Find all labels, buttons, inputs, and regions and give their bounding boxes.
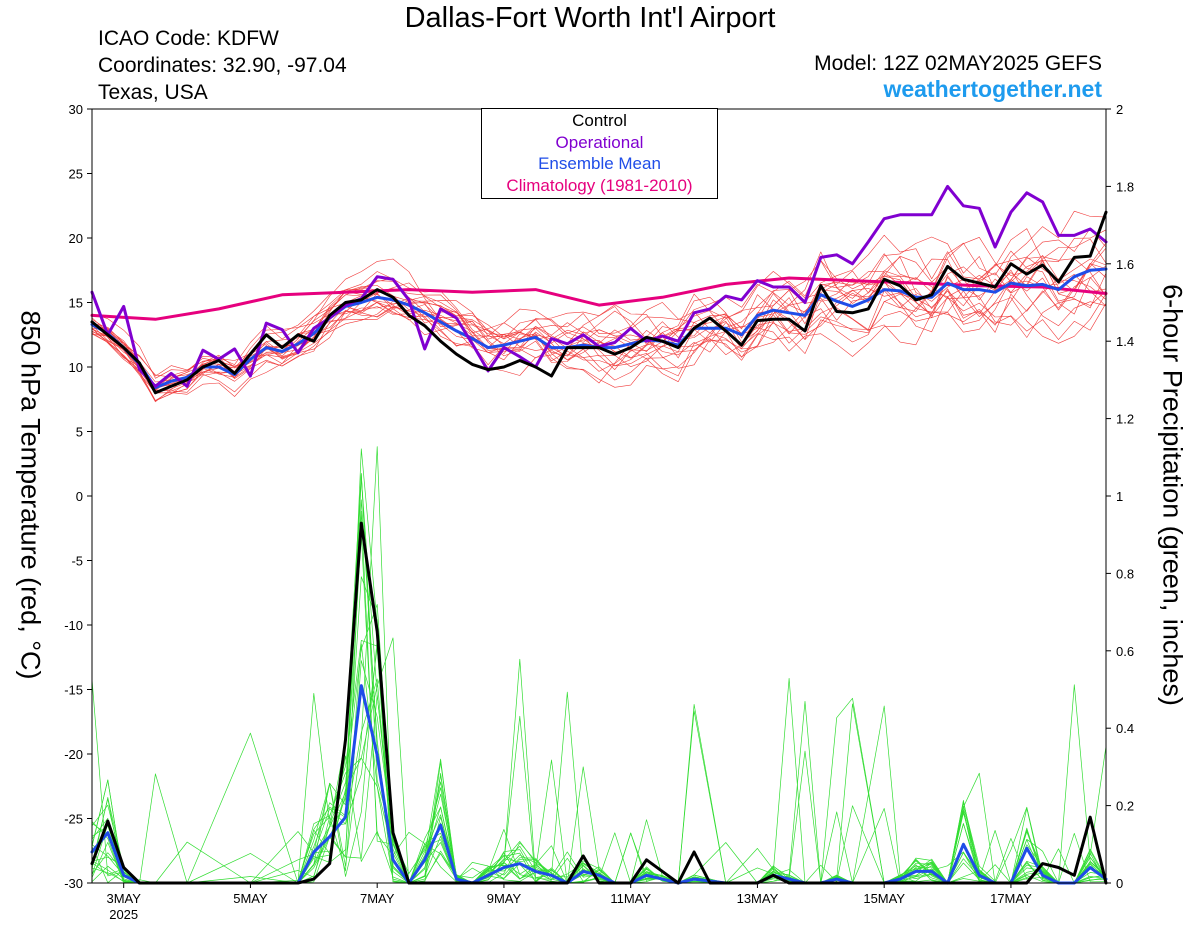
y-tick-label-right: 1.2	[1116, 412, 1134, 427]
y-tick-label-right: 0	[1116, 876, 1123, 891]
x-tick-label: 15MAY	[863, 891, 905, 906]
icao-code: ICAO Code: KDFW	[98, 27, 279, 50]
plot-frame	[91, 108, 1107, 884]
y-tick-label-left: -20	[64, 747, 83, 762]
coordinates: Coordinates: 32.90, -97.04	[98, 54, 347, 77]
x-tick-label: 13MAY	[737, 891, 779, 906]
y-tick-label-right: 0.6	[1116, 644, 1134, 659]
y-tick-label-left: 0	[76, 489, 83, 504]
y-tick-label-right: 1.6	[1116, 257, 1134, 272]
y-tick-label-right: 1.8	[1116, 179, 1134, 194]
y-tick-label-left: 30	[69, 102, 83, 117]
y-tick-label-left: 20	[69, 231, 83, 246]
region: Texas, USA	[98, 81, 208, 104]
y-axis-label-right: 6-hour Precipitation (green, inches)	[1157, 284, 1188, 706]
x-tick-label: 5MAY	[233, 891, 268, 906]
site-link[interactable]: weathertogether.net	[883, 76, 1102, 102]
legend-climatology: Climatology (1981-2010)	[506, 175, 693, 195]
x-tick-label: 17MAY	[990, 891, 1032, 906]
y-tick-label-left: -30	[64, 876, 83, 891]
legend-control: Control	[572, 111, 627, 130]
temp-member-line	[91, 265, 1107, 401]
y-tick-label-left: 10	[69, 360, 83, 375]
x-tick-sublabel: 2025	[109, 907, 138, 922]
legend: Control Operational Ensemble Mean Climat…	[481, 108, 718, 199]
temp-member-line	[91, 255, 1107, 387]
y-tick-label-left: 25	[69, 167, 83, 182]
y-tick-label-right: 0.4	[1116, 721, 1134, 736]
y-tick-label-right: 1	[1116, 489, 1123, 504]
y-tick-label-right: 0.8	[1116, 566, 1134, 581]
legend-operational: Operational	[555, 132, 644, 152]
y-tick-label-left: -25	[64, 812, 83, 827]
temp-member-line	[91, 287, 1107, 377]
legend-ensemble-mean: Ensemble Mean	[538, 154, 661, 173]
model-run: Model: 12Z 02MAY2025 GEFS	[814, 52, 1102, 75]
temp-member-line	[91, 269, 1107, 391]
y-tick-label-left: -10	[64, 618, 83, 633]
y-tick-label-right: 2	[1116, 102, 1123, 117]
temp-member-line	[91, 228, 1107, 378]
y-tick-label-right: 0.2	[1116, 799, 1134, 814]
y-tick-label-left: -15	[64, 683, 83, 698]
y-tick-label-left: 5	[76, 425, 83, 440]
temp-member-line	[91, 256, 1107, 391]
y-tick-label-right: 1.4	[1116, 334, 1134, 349]
x-tick-label: 9MAY	[487, 891, 522, 906]
x-tick-label: 7MAY	[360, 891, 395, 906]
x-tick-label: 3MAY	[106, 891, 141, 906]
chart-title: Dallas-Fort Worth Int'l Airport	[404, 2, 776, 34]
y-tick-label-left: -5	[71, 554, 83, 569]
y-tick-label-left: 15	[69, 296, 83, 311]
temp-member-line	[91, 242, 1107, 394]
control-line	[90, 210, 1108, 395]
y-axis-label-left: 850 hPa Temperature (red, °C)	[15, 310, 46, 680]
x-tick-label: 11MAY	[610, 891, 651, 906]
